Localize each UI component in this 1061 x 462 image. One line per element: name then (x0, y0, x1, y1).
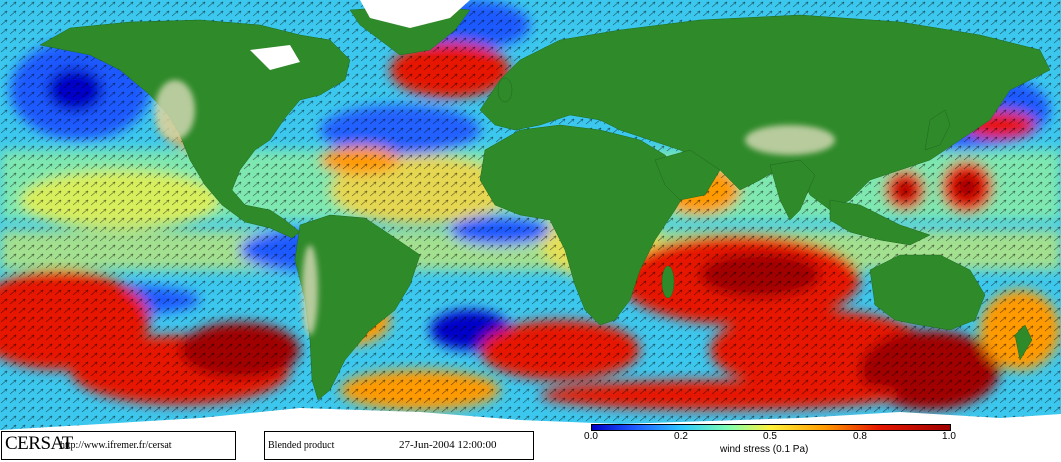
product-datetime: 27-Jun-2004 12:00:00 (399, 439, 497, 451)
cersat-url-link[interactable]: http://www.ifremer.fr/cersat (60, 440, 172, 451)
colorbar-gradient (591, 424, 951, 431)
colorbar-tick-4: 1.0 (942, 431, 956, 442)
new-zealand-landmass (1014, 324, 1033, 361)
british-isles (497, 77, 513, 103)
southeast-asia-islands (829, 199, 931, 246)
india-landmass (769, 159, 816, 221)
hudson-bay-ice (250, 45, 300, 70)
colorbar-label: wind stress (0.1 Pa) (720, 444, 809, 455)
cersat-credit-box: CERSAT http://www.ifremer.fr/cersat (1, 431, 236, 460)
highlands (155, 80, 835, 335)
colorbar-tick-2: 0.5 (763, 431, 777, 442)
japan-landmass (924, 109, 951, 151)
colorbar-tick-3: 0.8 (853, 431, 867, 442)
product-info-box: Blended product 27-Jun-2004 12:00:00 (264, 431, 534, 460)
africa-landmass (479, 124, 691, 326)
arabian-peninsula (654, 149, 721, 201)
land-masses (39, 4, 1051, 401)
australia-landmass (869, 254, 986, 331)
cersat-logo: CERSAT (5, 433, 73, 454)
north-america-landmass (39, 19, 351, 239)
madagascar-landmass (661, 265, 675, 299)
arctic-ice (360, 0, 470, 28)
colorbar-tick-1: 0.2 (674, 431, 688, 442)
product-label: Blended product (268, 440, 335, 451)
colorbar-tick-0: 0.0 (584, 431, 598, 442)
eurasia-landmass (479, 14, 1051, 211)
